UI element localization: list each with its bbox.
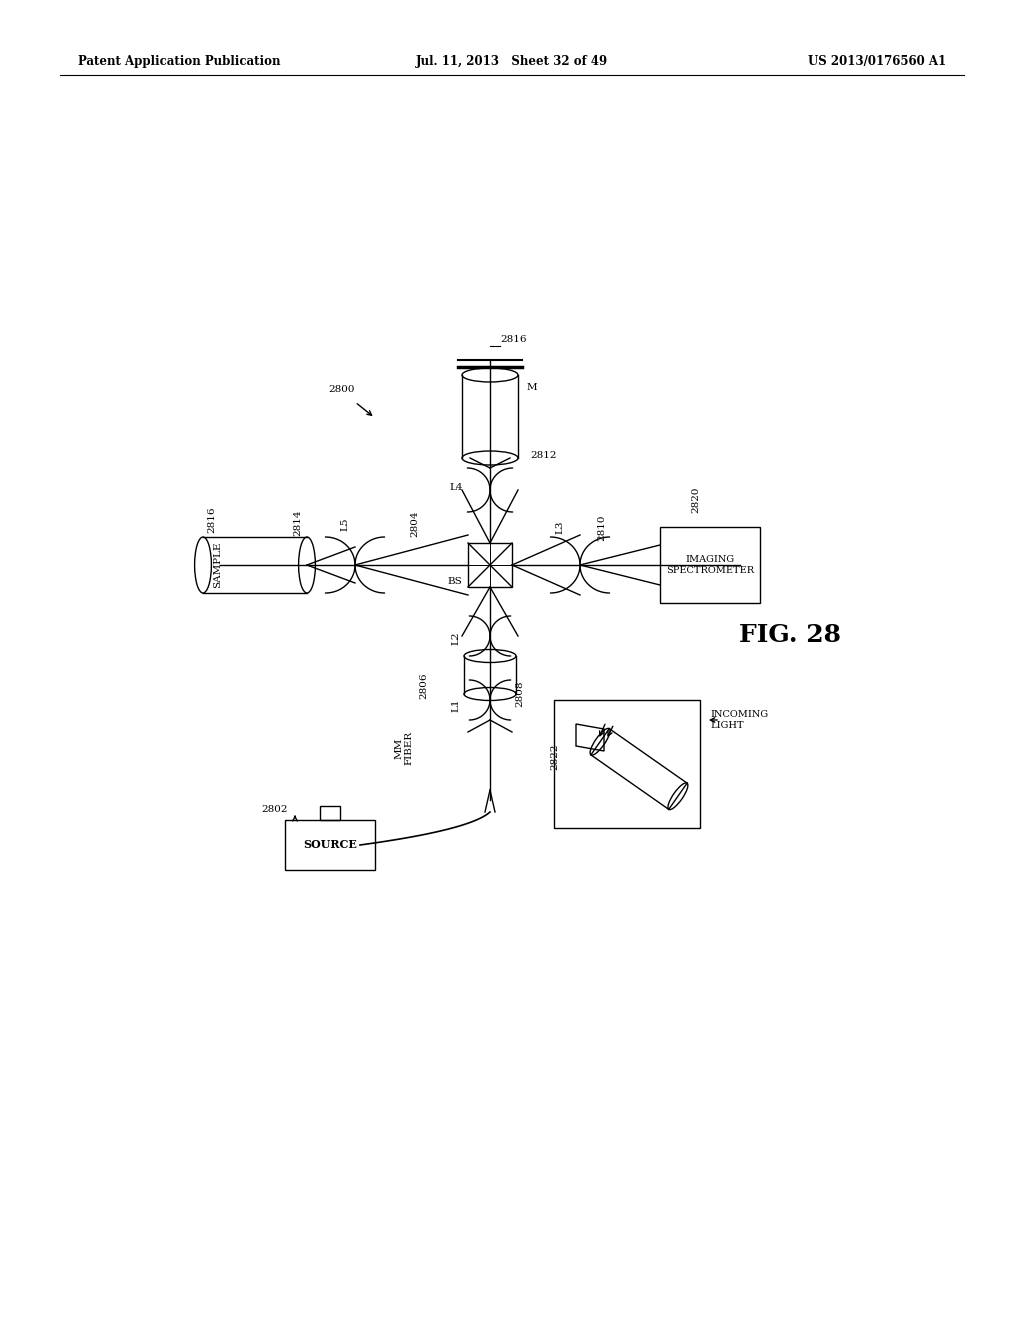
Text: L4: L4	[450, 483, 463, 492]
Text: L3: L3	[555, 520, 564, 533]
Text: 2804: 2804	[411, 511, 420, 537]
Text: Jul. 11, 2013   Sheet 32 of 49: Jul. 11, 2013 Sheet 32 of 49	[416, 55, 608, 69]
Text: IMAGING
SPECTROMETER: IMAGING SPECTROMETER	[666, 554, 754, 576]
Text: L2: L2	[452, 631, 461, 644]
Text: INCOMING
LIGHT: INCOMING LIGHT	[710, 710, 768, 730]
Text: 2806: 2806	[420, 673, 428, 700]
Text: 2802: 2802	[262, 805, 288, 814]
Text: BS: BS	[447, 578, 463, 586]
Text: SAMPLE: SAMPLE	[213, 541, 222, 589]
Text: 2814: 2814	[294, 510, 302, 536]
Text: 2810: 2810	[597, 515, 606, 541]
Text: Patent Application Publication: Patent Application Publication	[78, 55, 281, 69]
Text: 2816: 2816	[500, 335, 526, 345]
Text: 2820: 2820	[691, 487, 700, 513]
Text: FIG. 28: FIG. 28	[739, 623, 841, 647]
Text: L1: L1	[452, 698, 461, 711]
Text: 2800: 2800	[328, 385, 354, 395]
Text: L5: L5	[341, 517, 349, 531]
Text: 2816: 2816	[208, 507, 216, 533]
Text: MM
FIBER: MM FIBER	[394, 731, 414, 766]
Text: M: M	[527, 384, 538, 392]
Text: 2812: 2812	[530, 450, 556, 459]
Text: SOURCE: SOURCE	[303, 840, 357, 850]
Text: 2808: 2808	[515, 681, 524, 708]
Text: 2822: 2822	[551, 743, 559, 771]
Text: US 2013/0176560 A1: US 2013/0176560 A1	[808, 55, 946, 69]
